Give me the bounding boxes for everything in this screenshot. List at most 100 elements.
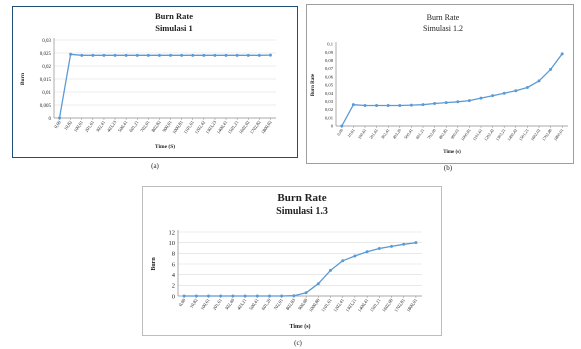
chart-c-point <box>292 294 296 298</box>
chart-b-series-line <box>341 53 563 127</box>
chart-b-point <box>409 103 413 107</box>
chart-a-point <box>124 53 128 57</box>
chart-c-ytick: 12 <box>169 229 176 236</box>
chart-c-xtick: 10,82 <box>189 297 200 309</box>
chart-b-ylabel: Burn Rate <box>311 73 316 96</box>
chart-c-xtick: 0,00 <box>178 297 188 308</box>
chart-c-point <box>268 294 271 298</box>
chart-b-xtick: 100,61 <box>357 128 369 141</box>
chart-b-xtick: 0,00 <box>336 128 345 137</box>
chart-b-point <box>386 104 390 107</box>
chart-a-point <box>113 53 117 57</box>
chart-a-point <box>257 53 261 57</box>
chart-c-point <box>243 294 247 298</box>
chart-c-point <box>353 254 357 258</box>
chart-c-point <box>280 294 284 298</box>
chart-a-ytick: 0,005 <box>40 104 52 109</box>
chart-b-point <box>433 101 437 105</box>
chart-c-point <box>219 294 223 298</box>
chart-c-ytick: 4 <box>172 272 176 279</box>
chart-c-point <box>414 241 418 245</box>
chart-a-ytick: 0,01 <box>42 91 51 96</box>
chart-c-xlabel: Time (s) <box>289 323 310 330</box>
chart-b-point <box>491 94 495 98</box>
chart-a-ytick: 0,025 <box>40 52 52 57</box>
chart-panel-b: Burn Rate Simulasi 1.2 0 0,01 0,02 0,03 0,04 0,… <box>306 4 574 164</box>
chart-a-ytick: 0,03 <box>42 39 51 44</box>
chart-c-point <box>402 242 406 246</box>
chart-b-point <box>340 124 344 128</box>
chart-a-xlabel: Time (S) <box>155 143 175 150</box>
chart-b-xtick: 601,21 <box>415 128 427 141</box>
chart-a-point <box>268 53 272 57</box>
chart-b-svg: Burn Rate Simulasi 1.2 0 0,01 0,02 0,03 0,04 0,… <box>306 4 574 164</box>
chart-c-point <box>207 294 210 298</box>
chart-b-ytick: 0,06 <box>325 74 334 80</box>
chart-a-point <box>80 53 84 57</box>
chart-b-title: Burn Rate <box>427 13 460 22</box>
chart-b-point <box>421 103 425 107</box>
chart-b-ytick: 0,09 <box>325 50 334 56</box>
chart-a-xtick: 0,00 <box>53 119 63 130</box>
chart-a-title: Burn Rate <box>155 11 193 21</box>
chart-a-ytick: 0 <box>49 117 52 122</box>
chart-a-point <box>224 53 228 57</box>
chart-a-xtick: 10,82 <box>63 119 74 131</box>
chart-a-point <box>102 53 106 57</box>
chart-c-point <box>316 282 320 286</box>
chart-a-point <box>91 53 95 57</box>
chart-b-xtick: 302,41 <box>380 128 392 141</box>
chart-b-xlabel: Time (s) <box>443 150 461 155</box>
chart-b-ytick: 0,01 <box>325 115 334 121</box>
chart-c-series-line <box>184 242 416 297</box>
chart-b-point <box>560 52 564 56</box>
chart-a-svg: Burn Rate Simulasi 1 0 0,005 0,01 0,015 0,02 0,… <box>12 6 298 158</box>
chart-b-point <box>514 89 518 93</box>
chart-b-point <box>525 85 529 89</box>
chart-b-xtick: 900,01 <box>449 128 461 141</box>
chart-a-ytick: 0,02 <box>42 65 51 70</box>
chart-b-xtick: 201,61 <box>368 128 380 141</box>
chart-b-point <box>398 104 402 107</box>
chart-c-ytick: 2 <box>172 283 175 290</box>
chart-a-point <box>202 53 206 57</box>
chart-a-point <box>246 53 250 57</box>
chart-b-ytick: 0 <box>331 124 334 129</box>
chart-c-point <box>329 268 332 272</box>
chart-a-subtitle: Simulasi 1 <box>155 23 193 33</box>
chart-b-point <box>351 103 355 107</box>
chart-b-ytick: 0,08 <box>325 58 334 64</box>
chart-a-point <box>157 53 161 57</box>
chart-c-frame <box>142 186 442 336</box>
chart-b-point <box>502 91 506 95</box>
chart-a-point <box>169 53 173 57</box>
caption-b: (b) <box>443 164 453 172</box>
chart-c-point <box>377 247 381 251</box>
chart-a-frame <box>12 6 298 158</box>
caption-a: (a) <box>151 162 159 170</box>
chart-c-ylabel: Burn <box>151 257 157 271</box>
chart-b-xtick: 403,20 <box>391 128 403 141</box>
chart-b-point <box>444 101 448 105</box>
chart-a-point <box>135 53 139 57</box>
chart-b-subtitle: Simulasi 1.2 <box>423 24 463 33</box>
chart-b-ytick: 0,03 <box>325 99 334 105</box>
chart-b-point <box>363 104 367 107</box>
chart-c-point <box>231 294 235 298</box>
chart-a-point <box>235 53 239 57</box>
chart-c-ytick: 10 <box>169 240 176 247</box>
chart-a-ytick: 0,015 <box>40 78 52 83</box>
chart-c-point <box>341 259 345 263</box>
chart-b-ytick: 0,07 <box>325 66 334 72</box>
chart-a-series-line <box>58 53 271 119</box>
chart-b-ytick: 0,1 <box>327 42 333 48</box>
chart-b-point <box>456 100 460 104</box>
chart-b-xtick: 500,41 <box>403 128 415 141</box>
chart-a-point <box>180 53 184 57</box>
chart-c-subtitle: Simulasi 1.3 <box>276 206 328 217</box>
chart-b-xtick: 702,00 <box>426 128 438 141</box>
chart-a-point <box>69 52 73 56</box>
chart-c-ytick: 0 <box>172 293 175 300</box>
chart-b-point <box>479 96 483 100</box>
chart-a-point <box>58 116 62 120</box>
